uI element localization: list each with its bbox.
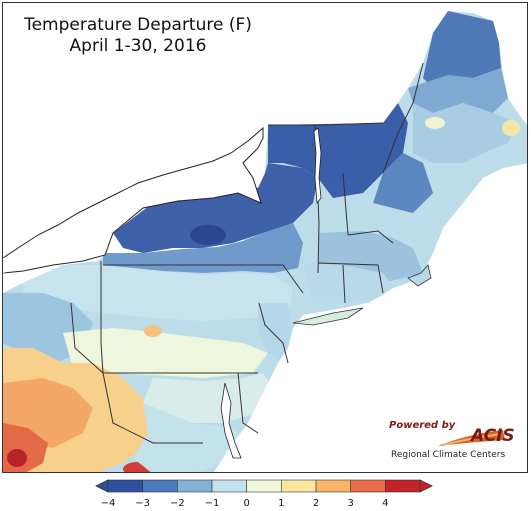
rcc-text: Regional Climate Centers [391, 450, 505, 460]
warm-spot-pa [144, 325, 162, 337]
hot-spot-wv [7, 449, 27, 467]
legend-swatch [315, 479, 351, 493]
region-ct-ri [303, 263, 398, 303]
legend-tick-label: −1 [205, 498, 220, 509]
legend-tick-label: −4 [101, 498, 116, 509]
powered-by-text: Powered by [389, 420, 456, 431]
region-ny-central [103, 223, 303, 273]
legend-swatch [246, 479, 282, 493]
color-legend: −4 −3 −2 −1 0 1 2 3 4 [95, 479, 433, 509]
lake-champlain [313, 127, 322, 205]
legend-swatch [142, 479, 178, 493]
legend-swatch [350, 479, 386, 493]
map-title-line2: April 1-30, 2016 [69, 36, 207, 56]
warm-spot-maine-inland [425, 117, 445, 129]
legend-swatch [281, 479, 317, 493]
chesapeake-bay [220, 382, 242, 459]
region-vt-nh [268, 103, 408, 198]
legend-ticks: −4 −3 −2 −1 0 1 2 3 4 [101, 498, 389, 509]
lake-erie [3, 243, 103, 273]
legend-swatch [211, 479, 247, 493]
legend-tick-label: −3 [135, 498, 150, 509]
legend-swatches [95, 479, 433, 493]
warm-spot-maine-coast [502, 120, 520, 136]
legend-tick-label: 1 [278, 498, 284, 509]
legend-tick-label: 4 [382, 498, 388, 509]
map-frame: Temperature Departure (F) April 1-30, 20… [2, 2, 528, 473]
cold-spot-ny [190, 225, 226, 245]
legend-arrow-left [95, 479, 109, 493]
map-title: Temperature Departure (F) April 1-30, 20… [3, 15, 273, 57]
legend-tick-label: −2 [170, 498, 185, 509]
region-ny-north [113, 163, 318, 253]
region-nh [373, 153, 433, 213]
legend-tick-label: 3 [347, 498, 353, 509]
long-island [292, 307, 364, 326]
legend-arrow-right [419, 479, 433, 493]
region-va [133, 403, 253, 472]
temperature-departure-map [3, 11, 527, 472]
legend-swatch [385, 479, 421, 493]
acis-text: ACIS [469, 426, 515, 446]
legend-tick-label: 2 [313, 498, 319, 509]
legend-tick-label: 0 [243, 498, 249, 509]
map-title-line1: Temperature Departure (F) [24, 15, 252, 35]
region-maine-mid [408, 68, 508, 113]
lake-ontario [3, 126, 264, 274]
region-pa-north [23, 265, 293, 321]
atlantic-ocean [214, 163, 527, 472]
legend-swatch [177, 479, 213, 493]
region-maine-north [423, 11, 501, 88]
region-pa-south [63, 328, 268, 378]
legend-swatch [107, 479, 143, 493]
region-md-de [143, 373, 273, 423]
acis-logo: Powered by ACIS Regional Climate Centers [389, 420, 515, 460]
cape-cod [407, 264, 432, 287]
